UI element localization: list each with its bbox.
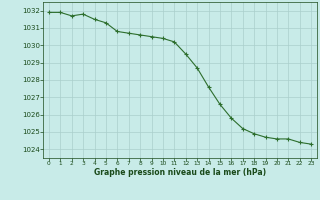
X-axis label: Graphe pression niveau de la mer (hPa): Graphe pression niveau de la mer (hPa) bbox=[94, 168, 266, 177]
